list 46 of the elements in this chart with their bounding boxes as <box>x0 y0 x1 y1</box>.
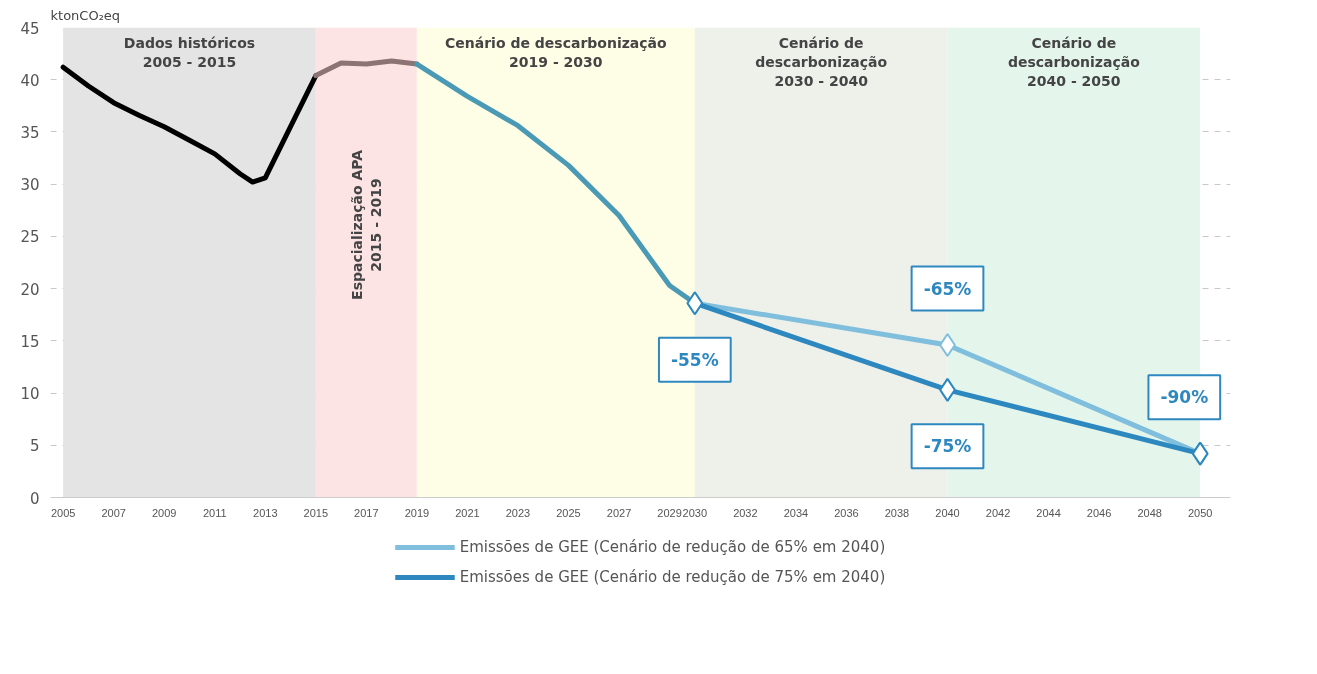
annotation: -75% <box>923 436 972 457</box>
x-tick-label: 2044 <box>1036 506 1061 519</box>
x-tick-label: 2036 <box>834 506 859 519</box>
y-tick-label: 25 <box>20 228 40 247</box>
x-tick-label: 2007 <box>101 506 126 519</box>
x-tick-label: 2005 <box>50 506 76 519</box>
band-label: Dados históricos 2005 - 2015 <box>123 34 256 70</box>
x-tick-label: 2023 <box>505 506 531 519</box>
x-tick-label: 2032 <box>733 506 758 519</box>
x-tick-label: 2030 <box>682 506 708 519</box>
y-tick-label: 30 <box>20 176 40 195</box>
x-tick-label: 2048 <box>1137 506 1162 519</box>
legend-label: Emissões de GEE (Cenário de redução de 65% em 2040) <box>459 537 886 556</box>
y-tick-label: 15 <box>20 332 40 351</box>
x-tick-label: 2034 <box>783 506 809 519</box>
y-tick-label: 20 <box>20 280 40 299</box>
x-tick-label: 2027 <box>606 506 632 519</box>
y-axis-title: ktonCO₂eq <box>50 7 121 23</box>
y-tick-label: 40 <box>20 71 40 90</box>
band-label: Cenário de descarbonização 2040 - 2050 <box>1007 34 1141 89</box>
x-tick-label: 2015 <box>303 506 329 519</box>
x-tick-label: 2025 <box>556 506 581 519</box>
legend-label: Emissões de GEE (Cenário de redução de 75% em 2040) <box>459 567 886 586</box>
annotation: -90% <box>1160 387 1209 408</box>
x-tick-label: 2029 <box>657 506 682 519</box>
x-tick-label: 2050 <box>1187 506 1213 519</box>
y-tick-label: 45 <box>20 19 40 38</box>
x-tick-label: 2042 <box>985 506 1011 519</box>
x-tick-label: 2009 <box>151 506 177 519</box>
band-label: Cenário de descarbonização 2030 - 2040 <box>755 34 888 89</box>
x-tick-label: 2021 <box>455 506 480 519</box>
y-tick-label: 35 <box>20 123 40 142</box>
x-tick-label: 2046 <box>1086 506 1112 519</box>
y-tick-label: 0 <box>29 489 40 508</box>
annotation: -65% <box>923 278 972 299</box>
y-tick-label: 5 <box>29 437 40 456</box>
x-tick-label: 2013 <box>253 506 278 519</box>
band-label: Espacialização APA 2015 - 2019 <box>348 149 384 300</box>
band-label: Cenário de descarbonização 2019 - 2030 <box>445 34 668 70</box>
x-tick-label: 2017 <box>354 506 379 519</box>
x-tick-label: 2040 <box>935 506 960 519</box>
annotation: -55% <box>670 349 719 370</box>
x-tick-label: 2019 <box>404 506 430 519</box>
x-tick-label: 2038 <box>884 506 910 519</box>
x-tick-label: 2011 <box>202 506 227 519</box>
y-tick-label: 10 <box>20 385 40 404</box>
